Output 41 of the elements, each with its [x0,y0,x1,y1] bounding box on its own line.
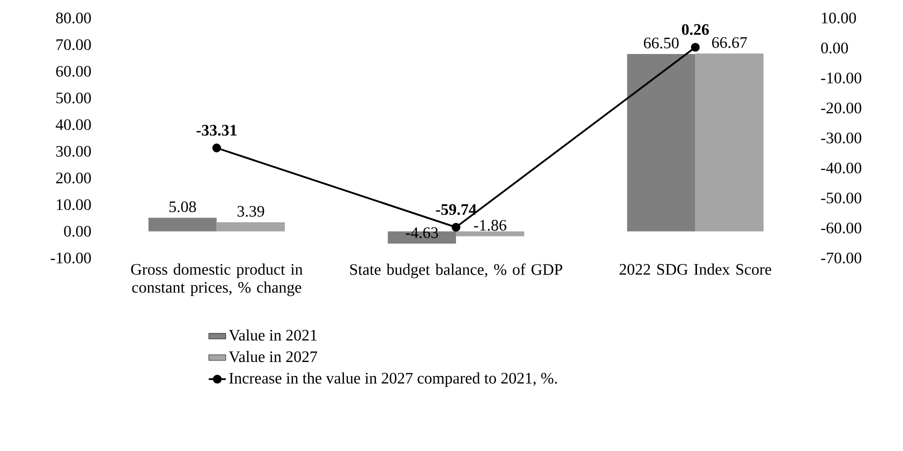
data-label: 0.26 [682,24,709,35]
x-tick-label: 2022 SDG Index Score [620,264,772,275]
y2-tick-label: -70.00 [821,252,862,264]
bar [148,218,217,232]
y2-tick-label: -20.00 [821,102,862,114]
point [212,144,222,152]
bar [627,54,696,232]
legend-label: Value in 2021 [228,329,317,341]
y-tick-label: 0.00 [64,226,91,237]
data-label: -59.74 [436,204,476,215]
y2-tick-label: 0.00 [821,42,848,54]
y-tick-label: 60.00 [56,66,91,77]
bar [695,54,764,232]
legend-label: Value in 2027 [228,350,318,362]
data-label: 5.08 [170,201,196,212]
x-tick-label: Gross domestic product in constant prices, % change [131,264,303,296]
data-label: 66.67 [712,37,747,48]
y-tick-label: 40.00 [56,119,91,130]
data-label: -33.31 [196,124,237,136]
y2-tick-label: -40.00 [821,162,862,174]
y2-tick-label: -50.00 [821,192,862,204]
y2-tick-label: 10.00 [822,12,856,24]
data-label: -1.86 [474,220,506,231]
bar [456,231,524,236]
point [452,222,460,232]
y-tick-label: 50.00 [56,92,91,104]
x-tick-label: State budget balance, % of GDP [350,264,562,278]
y2-tick-label: -10.00 [821,72,862,84]
y-tick-label: 20.00 [56,172,91,184]
legend-label: Increase in the value in 2027 compared to 2021, %. [229,372,557,387]
y-tick-label: 10.00 [56,199,91,210]
y-tick-label: 70.00 [56,39,91,50]
y-tick-label: -10.00 [50,252,91,264]
point [690,42,700,52]
y-tick-label: 30.00 [56,146,91,157]
y2-tick-label: -60.00 [821,222,862,234]
bar [216,222,285,232]
data-label: 3.39 [238,206,264,217]
data-label: 66.50 [644,38,679,48]
y2-tick-label: -30.00 [821,132,862,144]
y-tick-label: 80.00 [56,12,91,24]
